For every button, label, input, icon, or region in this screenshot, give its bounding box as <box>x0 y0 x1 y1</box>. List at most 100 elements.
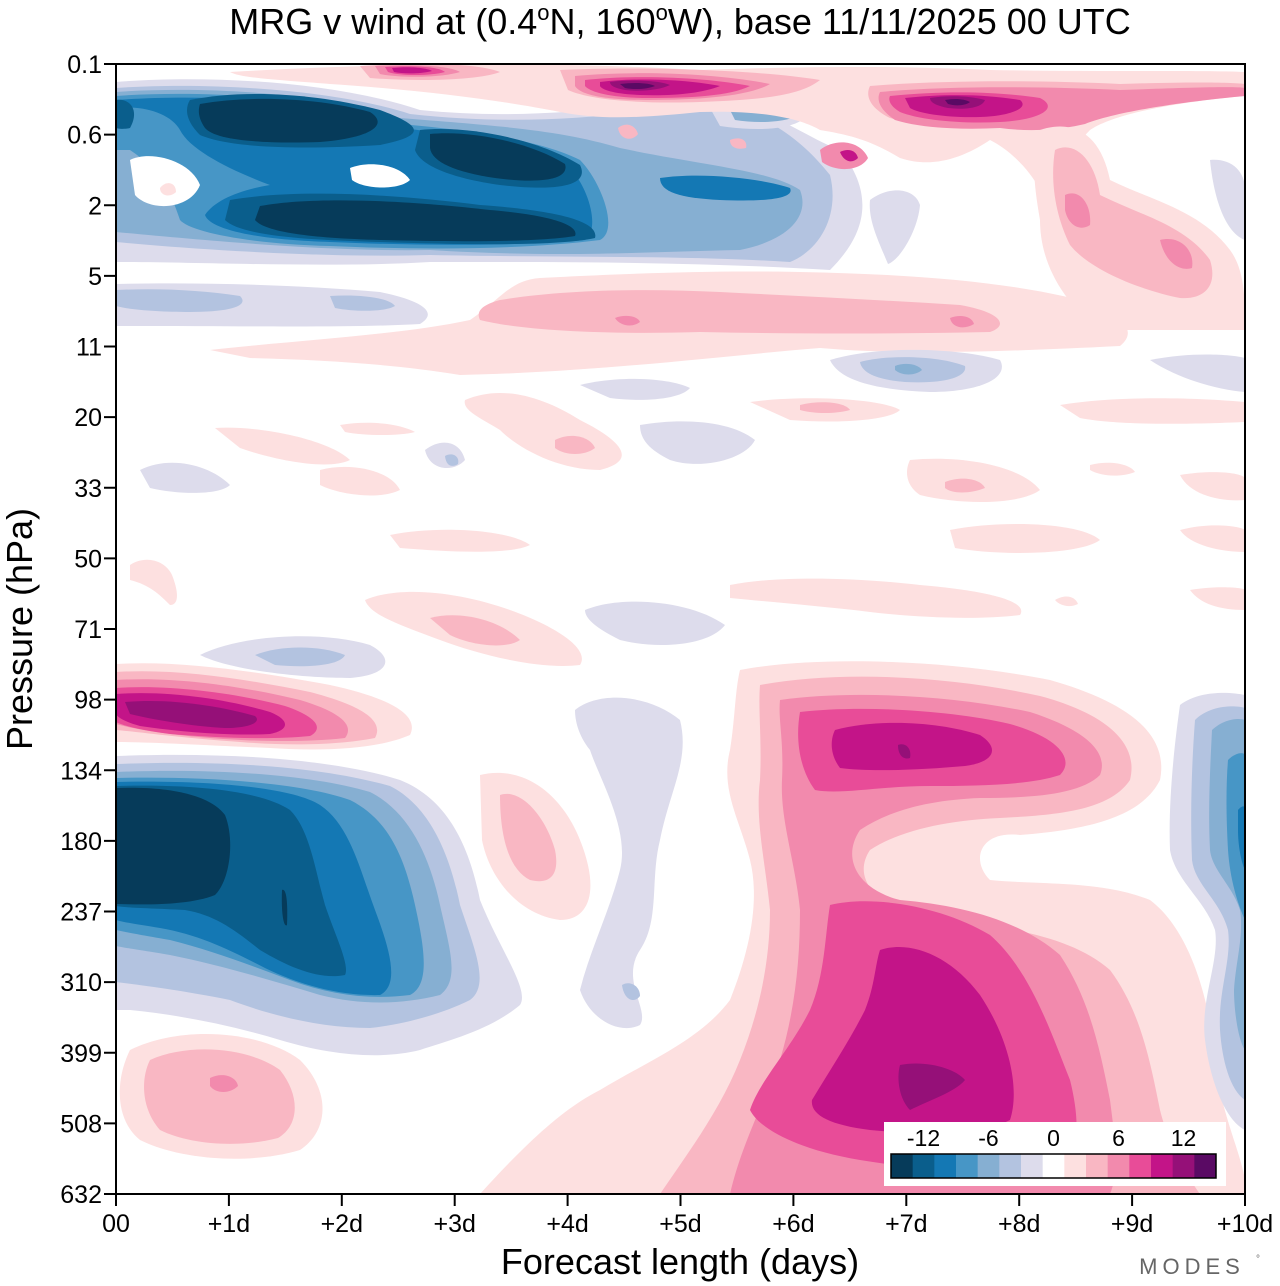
y-tick-label: 33 <box>74 475 102 503</box>
x-tick-label: +2d <box>321 1210 363 1238</box>
colorbar-swatch <box>934 1154 957 1178</box>
x-tick-label: 00 <box>102 1210 130 1238</box>
neg-band-5hpa-2 <box>116 289 395 312</box>
y-tick-label: 508 <box>60 1110 102 1138</box>
pos-low-left-l2 <box>144 1049 295 1144</box>
x-tick-label: +10d <box>1217 1210 1273 1238</box>
pos-blob-30hpa-2 <box>945 478 985 493</box>
colorbar-frame <box>890 1153 1217 1179</box>
colorbar-swatch <box>1172 1154 1195 1178</box>
neg-right-edge-l5 <box>1238 806 1245 870</box>
x-tick-label: +8d <box>998 1210 1040 1238</box>
upper-neg-core-1 <box>198 98 378 143</box>
pos-blob-right-20hpa-2 <box>800 402 850 413</box>
pos-band-8hpa-2 <box>478 290 1000 334</box>
top-pos-band-l5 <box>392 67 1023 118</box>
y-tick-label: 20 <box>74 404 102 432</box>
colorbar-swatch <box>1086 1154 1109 1178</box>
top-pos-band-l4 <box>385 66 1048 123</box>
upper-right-neg-2 <box>1210 159 1245 240</box>
upper-right-neg-1 <box>869 190 920 264</box>
upper-neg-left-blob <box>116 99 135 129</box>
y-tick-label: 399 <box>60 1040 102 1068</box>
chart-title: MRG v wind at (0.4oN, 160oW), base 11/11… <box>229 0 1131 42</box>
colorbar-labels: -12 -6 0 6 12 <box>907 1125 1196 1151</box>
x-axis: 00 +1d +2d +3d +4d +5d +6d +7d +8d +9d +10d <box>102 1194 1273 1238</box>
y-axis-title: Pressure (hPa) <box>0 508 40 750</box>
contour-field <box>116 64 1245 1194</box>
x-tick-label: +4d <box>546 1210 588 1238</box>
colorbar-swatch <box>1042 1154 1065 1178</box>
colorbar-label: 0 <box>1047 1125 1060 1151</box>
registered-mark: ° <box>1256 1254 1260 1265</box>
neg-blob-14hpa-3 <box>895 363 922 375</box>
pos-blob-65hpa <box>365 578 1245 666</box>
colorbar-swatch <box>912 1154 935 1178</box>
y-tick-label: 134 <box>60 757 102 785</box>
pos-right-l6 <box>898 744 911 759</box>
pos-blob-55hpa <box>130 559 177 605</box>
neg-blob-18hpa <box>580 378 690 400</box>
neg-core-streak <box>281 889 288 926</box>
colorbar-label: -12 <box>907 1125 940 1151</box>
y-tick-label: 11 <box>76 334 102 362</box>
colorbar-swatch <box>1107 1154 1130 1178</box>
y-tick-label: 0.6 <box>67 122 102 150</box>
neg-blob-68hpa-2 <box>255 647 345 667</box>
colorbar-swatch <box>1194 1154 1217 1178</box>
pos-right-l5 <box>831 722 992 771</box>
colorbar-swatches <box>890 1153 1217 1179</box>
neg-core-l7 <box>116 787 231 905</box>
neg-mid-dot <box>622 983 640 1001</box>
modes-watermark: MODES <box>1139 1254 1245 1279</box>
y-tick-label: 632 <box>60 1181 102 1209</box>
y-tick-label: 310 <box>60 969 102 997</box>
colorbar-swatch <box>977 1154 1000 1178</box>
pos-blob-right-20hpa <box>750 398 1245 424</box>
right-upper-pos-plume-3 <box>1065 193 1193 269</box>
x-axis-title: Forecast length (days) <box>501 1241 859 1282</box>
upper-white-pocket-1 <box>130 156 200 207</box>
pos-right-l5b <box>811 947 1014 1133</box>
y-tick-label: 98 <box>74 687 102 715</box>
colorbar-swatch <box>1064 1154 1087 1178</box>
colorbar-swatch <box>1151 1154 1174 1178</box>
colorbar: -12 -6 0 6 12 <box>884 1122 1226 1186</box>
upper-pos-dot-1 <box>618 124 638 139</box>
pos-jet-98hpa-l6 <box>125 700 257 728</box>
upper-pos-dot-3 <box>730 138 747 149</box>
pos-low-left-l3 <box>210 1075 238 1092</box>
pos-blob-20hpa-2 <box>555 435 595 454</box>
neg-mid-column <box>575 697 683 1029</box>
x-tick-label: +3d <box>433 1210 475 1238</box>
neg-right-edge-l4 <box>1226 753 1245 920</box>
y-tick-label: 2 <box>88 192 102 220</box>
neg-blob-right-14hpa <box>1150 354 1245 392</box>
x-tick-label: +7d <box>885 1210 927 1238</box>
pos-blob-200hpa-2 <box>500 793 557 882</box>
colorbar-label: 12 <box>1171 1125 1197 1151</box>
y-tick-label: 71 <box>74 616 102 644</box>
y-tick-label: 237 <box>60 899 102 927</box>
pos-right-l6b <box>898 1063 965 1110</box>
pos-blob-65hpa-2 <box>430 615 520 646</box>
colorbar-label: -6 <box>978 1125 998 1151</box>
upper-neg-core-2 <box>430 133 566 181</box>
y-tick-label: 50 <box>74 545 102 573</box>
upper-white-pocket-2 <box>350 164 410 188</box>
y-tick-label: 180 <box>60 828 102 856</box>
x-tick-label: +5d <box>659 1210 701 1238</box>
pos-blob-23hpa <box>215 422 415 465</box>
upper-pink-dot <box>160 183 176 196</box>
colorbar-swatch <box>1129 1154 1152 1178</box>
y-axis: 0.1 0.6 2 5 11 20 33 50 71 98 134 180 237 310 399 508 63… <box>60 51 116 1209</box>
colorbar-label: 6 <box>1112 1125 1125 1151</box>
upper-neg-core-3 <box>255 200 576 242</box>
colorbar-swatch <box>956 1154 979 1178</box>
x-tick-label: +6d <box>772 1210 814 1238</box>
colorbar-swatch <box>1021 1154 1044 1178</box>
upper-neg-l5-mid <box>660 175 791 201</box>
upper-pos-dot-2c <box>840 150 858 162</box>
pos-blob-30hpa <box>320 458 1245 502</box>
